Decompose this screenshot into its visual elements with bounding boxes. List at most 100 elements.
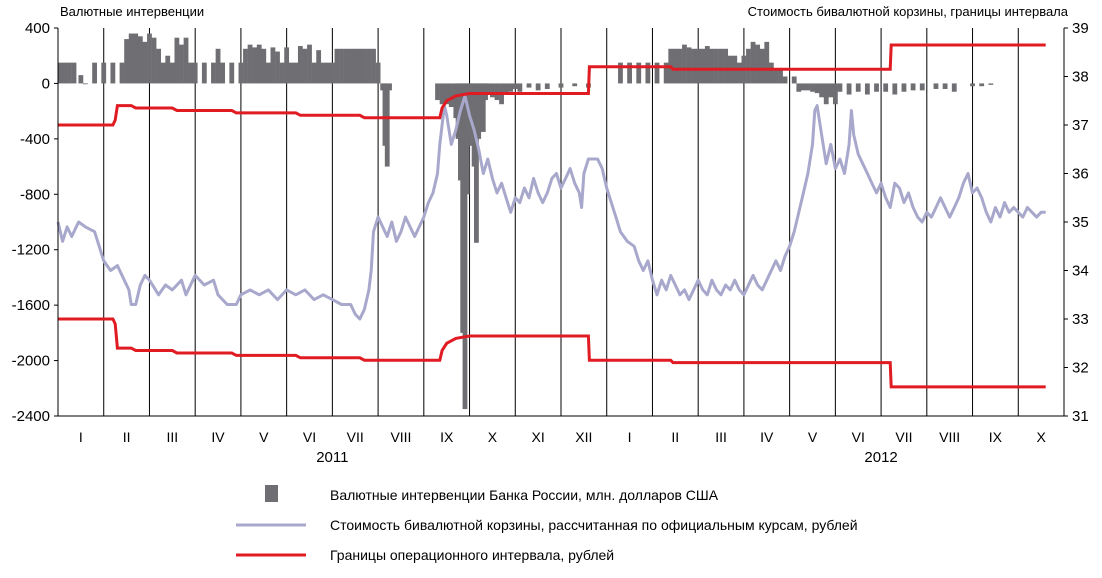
intervention-bar [778, 69, 783, 84]
intervention-bar [480, 83, 486, 132]
intervention-bar [252, 47, 258, 84]
year-label: 2011 [316, 449, 348, 466]
intervention-bar [846, 83, 852, 95]
intervention-bar [636, 62, 642, 84]
intervention-bar [375, 62, 381, 84]
intervention-bar [211, 62, 216, 84]
intervention-bar [677, 48, 683, 84]
intervention-bar [474, 83, 479, 243]
intervention-bar [220, 62, 226, 84]
intervention-bar [970, 83, 975, 87]
intervention-bar [435, 83, 440, 101]
intervention-bar [572, 83, 578, 87]
intervention-bar [672, 48, 678, 84]
intervention-bar [160, 62, 166, 84]
right-axis-title: Стоимость бивалютной корзины, границы ин… [748, 4, 1069, 19]
left-tick-label: -800 [20, 186, 50, 203]
month-label: VII [347, 429, 364, 445]
intervention-bar [805, 83, 811, 91]
intervention-bar [654, 62, 660, 84]
intervention-bar [755, 44, 761, 84]
month-label: II [123, 429, 131, 445]
corridor-upper-line [58, 43, 1046, 127]
intervention-bar [627, 62, 632, 84]
intervention-bar [704, 46, 710, 84]
intervention-bar [307, 44, 312, 84]
intervention-bar [188, 62, 194, 84]
intervention-bar [544, 83, 550, 89]
intervention-bar [371, 48, 376, 84]
intervention-bar [439, 83, 445, 105]
left-tick-label: -2400 [12, 408, 50, 425]
intervention-bar [810, 83, 815, 92]
intervention-bar [686, 47, 692, 84]
intervention-bar [361, 48, 367, 84]
intervention-bar [800, 83, 806, 91]
intervention-bar [942, 83, 948, 89]
right-tick-label: 38 [1072, 69, 1089, 86]
intervention-bar [325, 62, 331, 84]
intervention-bar [682, 44, 687, 84]
intervention-bar [691, 48, 697, 84]
intervention-bar [718, 48, 724, 84]
intervention-bar [773, 69, 779, 84]
intervention-bar [229, 62, 235, 84]
intervention-bar [293, 62, 299, 84]
month-label: IX [989, 429, 1003, 445]
intervention-bar [883, 83, 889, 92]
intervention-bar [71, 62, 77, 84]
intervention-bar [243, 48, 248, 84]
right-tick-label: 33 [1072, 311, 1089, 328]
intervention-bar [142, 41, 148, 84]
intervention-bar [311, 62, 317, 84]
intervention-bar [508, 83, 514, 92]
month-label: VI [303, 429, 316, 445]
legend-label: Стоимость бивалютной корзины, рассчитанн… [330, 517, 858, 533]
intervention-bar [179, 44, 184, 84]
month-label: X [488, 429, 498, 445]
intervention-bar [535, 83, 541, 91]
intervention-bar [339, 48, 344, 84]
intervention-bar [316, 50, 322, 84]
intervention-bar [933, 83, 939, 89]
intervention-bar [723, 48, 729, 84]
intervention-bar [768, 62, 774, 84]
month-label: XI [532, 429, 545, 445]
intervention-bar [156, 48, 161, 84]
intervention-bar [384, 83, 390, 167]
intervention-bar [759, 48, 765, 84]
intervention-bar [78, 75, 84, 84]
intervention-bar [645, 62, 651, 84]
intervention-bar [119, 62, 125, 84]
intervention-bar [128, 33, 134, 84]
right-tick-label: 36 [1072, 166, 1089, 183]
intervention-bar [485, 83, 491, 95]
left-tick-label: -400 [20, 131, 50, 148]
intervention-bar [444, 83, 450, 105]
intervention-bar [169, 62, 175, 84]
intervention-bar [265, 62, 271, 84]
intervention-bar [192, 62, 198, 84]
intervention-bar [174, 37, 180, 84]
intervention-bar [736, 62, 742, 84]
month-label: X [1036, 429, 1046, 445]
intervention-bar [988, 83, 994, 85]
right-tick-label: 39 [1072, 20, 1089, 37]
month-label: II [671, 429, 679, 445]
month-label: VI [852, 429, 865, 445]
intervention-bar [124, 39, 129, 84]
left-tick-label: 400 [25, 20, 50, 37]
intervention-bar [796, 83, 802, 92]
intervention-bar [92, 62, 97, 84]
intervention-bar [343, 48, 349, 84]
intervention-bar [270, 47, 276, 84]
intervention-bar [919, 83, 925, 91]
intervention-bar [275, 51, 280, 84]
month-label: IV [760, 429, 774, 445]
series-lines [56, 43, 1046, 389]
intervention-bar [279, 62, 285, 84]
right-tick-label: 32 [1072, 360, 1089, 377]
left-tick-label: -1200 [12, 242, 50, 259]
